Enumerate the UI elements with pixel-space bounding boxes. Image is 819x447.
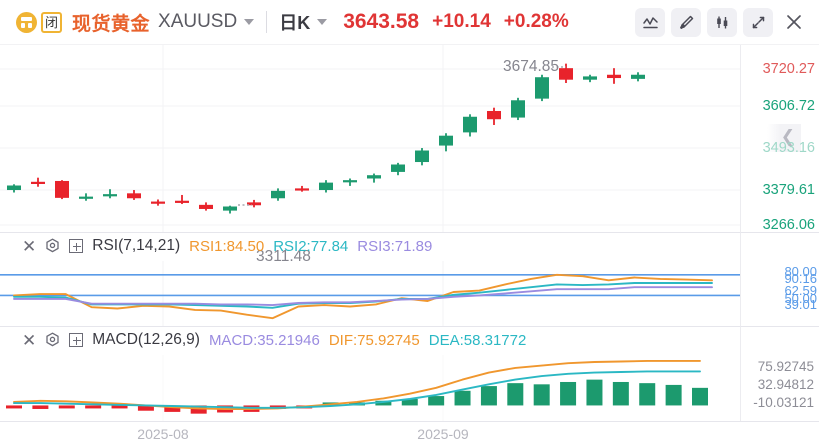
rsi3-value: RSI3:71.89	[357, 237, 433, 255]
candlestick-chart[interactable]: 3311.48 3674.85	[0, 45, 740, 265]
candlestick-canvas	[0, 45, 740, 232]
time-axis: 2025-08 2025-09	[0, 421, 819, 447]
symbol-name-cn: 现货黄金	[72, 13, 151, 35]
price-change: +10.14	[432, 11, 491, 32]
header-toolbar	[635, 7, 809, 37]
macd-axis-label: 32.94812	[757, 377, 814, 392]
period-chevron-down-icon[interactable]	[317, 19, 328, 25]
low-price-annotation: 3311.48	[256, 248, 311, 265]
collapse-chevron-left-icon[interactable]: ❮	[766, 124, 801, 152]
symbol-chevron-down-icon[interactable]	[244, 19, 255, 25]
macd-axis: 75.92745 32.94812 -10.03121	[740, 326, 819, 421]
rsi-panel[interactable]: ✕ RSI(7,14,21) RSI1:84.50 RSI2:77.84 RSI…	[0, 232, 740, 327]
price-axis-label: 3379.61	[762, 182, 815, 198]
price-axis[interactable]: ❮ 3720.27 3606.72 3493.16 3379.61 3266.06	[740, 45, 819, 233]
price-change-percent: +0.28%	[503, 11, 569, 32]
macd-axis-label: 75.92745	[757, 359, 814, 374]
high-price-annotation: 3674.85	[503, 58, 560, 75]
rsi-axis-label: 80.00	[784, 264, 817, 279]
price-axis-label: 3720.27	[762, 61, 815, 77]
header-divider	[266, 11, 268, 33]
rsi-axis-label: 62.59	[784, 283, 817, 298]
time-axis-label: 2025-09	[417, 426, 469, 442]
rsi-name: RSI(7,14,21)	[92, 237, 181, 254]
price-axis-label: 3266.06	[762, 217, 815, 233]
macd-value: MACD:35.21946	[208, 331, 320, 349]
macd-axis-label: -10.03121	[753, 395, 814, 410]
macd-canvas	[6, 355, 708, 422]
rsi-gear-icon[interactable]	[45, 237, 60, 255]
shrink-icon[interactable]	[743, 7, 773, 37]
price-axis-label: 3493.16	[762, 140, 815, 156]
indicator-icon[interactable]	[635, 7, 665, 37]
rsi2-value: RSI2:77.84	[273, 237, 349, 255]
rsi-axis-label: 50.00	[784, 291, 817, 306]
draw-pencil-icon[interactable]	[671, 7, 701, 37]
candlestick-type-icon[interactable]	[707, 7, 737, 37]
dif-value: DIF:75.92745	[328, 331, 420, 349]
macd-panel[interactable]: ✕ MACD(12,26,9) MACD:35.21946 DIF:75.927…	[0, 326, 740, 422]
close-icon[interactable]	[779, 8, 809, 37]
rsi-axis-label: 39.01	[784, 297, 817, 312]
rsi-plus-box-icon[interactable]	[69, 239, 84, 253]
period-selector-label[interactable]: 日K	[279, 13, 311, 33]
time-axis-label: 2025-08	[137, 426, 189, 442]
logo-badge: 闭	[41, 11, 62, 33]
macd-plus-box-icon[interactable]	[69, 333, 84, 347]
coin-icon	[16, 11, 37, 33]
dea-value: DEA:58.31772	[428, 331, 527, 349]
rsi1-value: RSI1:84.50	[189, 237, 265, 255]
rsi-header: ✕ RSI(7,14,21) RSI1:84.50 RSI2:77.84 RSI…	[0, 233, 432, 259]
rsi-close-icon[interactable]: ✕	[22, 236, 37, 256]
macd-name: MACD(12,26,9)	[92, 331, 200, 348]
symbol-code: XAUUSD	[158, 11, 238, 32]
macd-gear-icon[interactable]	[45, 331, 60, 349]
brand-logo: 闭	[16, 11, 62, 33]
macd-header: ✕ MACD(12,26,9) MACD:35.21946 DIF:75.927…	[0, 327, 526, 353]
price-axis-label: 3606.72	[762, 98, 815, 114]
rsi-axis-label: 90.16	[784, 271, 817, 286]
rsi-canvas	[0, 261, 740, 327]
rsi-axis: 80.00 90.16 62.59 50.00 39.01	[740, 232, 819, 326]
last-price: 3643.58	[343, 10, 420, 33]
macd-close-icon[interactable]: ✕	[22, 330, 37, 350]
chart-header: 闭 现货黄金 XAUUSD 日K 3643.58 +10.14 +0.28%	[0, 0, 819, 45]
